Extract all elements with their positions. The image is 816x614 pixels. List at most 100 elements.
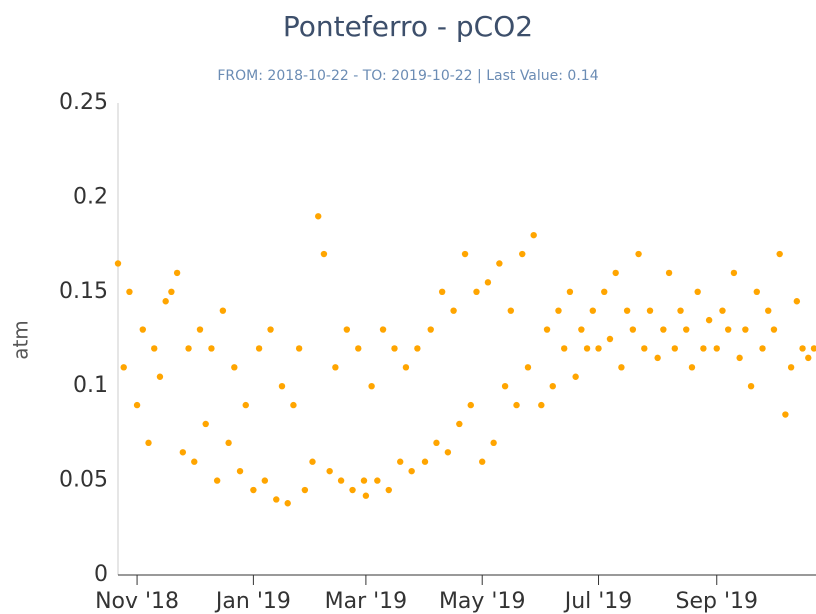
point bbox=[654, 354, 661, 362]
point bbox=[414, 345, 421, 352]
point bbox=[145, 439, 152, 447]
point bbox=[126, 288, 133, 295]
point bbox=[301, 486, 309, 494]
y-axis-label: atm bbox=[9, 320, 33, 360]
point bbox=[362, 492, 370, 499]
point bbox=[618, 364, 625, 371]
point bbox=[606, 335, 614, 343]
point bbox=[776, 250, 783, 258]
point bbox=[629, 326, 637, 333]
point bbox=[538, 401, 545, 409]
point bbox=[225, 439, 232, 447]
point bbox=[583, 345, 591, 352]
point bbox=[444, 449, 452, 456]
point bbox=[290, 401, 297, 409]
point bbox=[173, 269, 181, 277]
y-tick-label: 0.1 bbox=[73, 373, 108, 398]
point bbox=[355, 345, 362, 352]
point bbox=[490, 439, 497, 447]
point bbox=[671, 345, 678, 352]
point bbox=[730, 269, 738, 277]
point bbox=[255, 345, 263, 352]
point bbox=[646, 307, 654, 314]
point bbox=[213, 477, 221, 484]
x-tick-label: Nov '18 bbox=[95, 589, 179, 614]
point bbox=[185, 345, 192, 352]
point bbox=[438, 288, 446, 295]
chart-title: Ponteferro - pCO2 bbox=[283, 10, 533, 43]
point bbox=[114, 260, 122, 267]
point bbox=[397, 458, 404, 465]
point bbox=[402, 364, 410, 371]
point bbox=[688, 364, 696, 371]
point bbox=[379, 326, 387, 333]
point bbox=[162, 298, 169, 305]
point bbox=[450, 307, 457, 314]
point bbox=[705, 316, 713, 324]
point bbox=[315, 213, 322, 220]
y-tick-label: 0.15 bbox=[59, 279, 108, 304]
point bbox=[513, 401, 520, 409]
point bbox=[202, 420, 209, 428]
point bbox=[524, 364, 532, 371]
point bbox=[799, 345, 806, 352]
point bbox=[635, 250, 642, 258]
point bbox=[360, 477, 368, 484]
point bbox=[156, 373, 164, 380]
point bbox=[660, 326, 667, 333]
point bbox=[595, 345, 602, 352]
point bbox=[368, 383, 375, 390]
point bbox=[612, 269, 619, 277]
point bbox=[736, 354, 743, 362]
point bbox=[120, 364, 127, 371]
chart-subtitle: FROM: 2018-10-22 - TO: 2019-10-22 | Last… bbox=[217, 68, 598, 84]
point bbox=[267, 326, 274, 333]
point bbox=[496, 260, 503, 267]
x-tick-label: Sep '19 bbox=[676, 589, 759, 614]
point bbox=[753, 288, 760, 295]
point bbox=[191, 458, 198, 465]
point bbox=[479, 458, 486, 465]
point bbox=[133, 401, 141, 409]
point bbox=[683, 326, 690, 333]
point bbox=[374, 477, 381, 484]
point bbox=[566, 288, 574, 295]
point bbox=[309, 458, 316, 465]
x-tick-label: May '19 bbox=[439, 589, 526, 614]
point bbox=[278, 383, 286, 390]
y-tick-label: 0.05 bbox=[59, 468, 108, 493]
point bbox=[572, 373, 579, 380]
point bbox=[168, 288, 175, 295]
point bbox=[765, 307, 772, 314]
point bbox=[231, 364, 238, 371]
x-tick-label: Jul '19 bbox=[563, 589, 633, 614]
point bbox=[139, 326, 146, 333]
point bbox=[343, 326, 351, 333]
point bbox=[770, 326, 778, 333]
point bbox=[179, 449, 187, 456]
point bbox=[461, 250, 469, 258]
point bbox=[759, 345, 766, 352]
point bbox=[549, 383, 556, 390]
point bbox=[719, 307, 726, 314]
point bbox=[810, 345, 816, 352]
point bbox=[530, 231, 537, 239]
point bbox=[151, 345, 158, 352]
point bbox=[793, 298, 801, 305]
point bbox=[694, 288, 701, 295]
point bbox=[208, 345, 215, 352]
point bbox=[519, 250, 526, 258]
point bbox=[747, 383, 755, 390]
point bbox=[782, 411, 789, 418]
point bbox=[326, 467, 333, 475]
point bbox=[295, 345, 303, 352]
point bbox=[543, 326, 551, 333]
point bbox=[578, 326, 585, 333]
point bbox=[250, 486, 257, 494]
point bbox=[484, 279, 492, 286]
point bbox=[467, 401, 474, 409]
y-tick-label: 0.25 bbox=[59, 90, 108, 115]
point bbox=[408, 467, 415, 475]
point bbox=[473, 288, 480, 295]
